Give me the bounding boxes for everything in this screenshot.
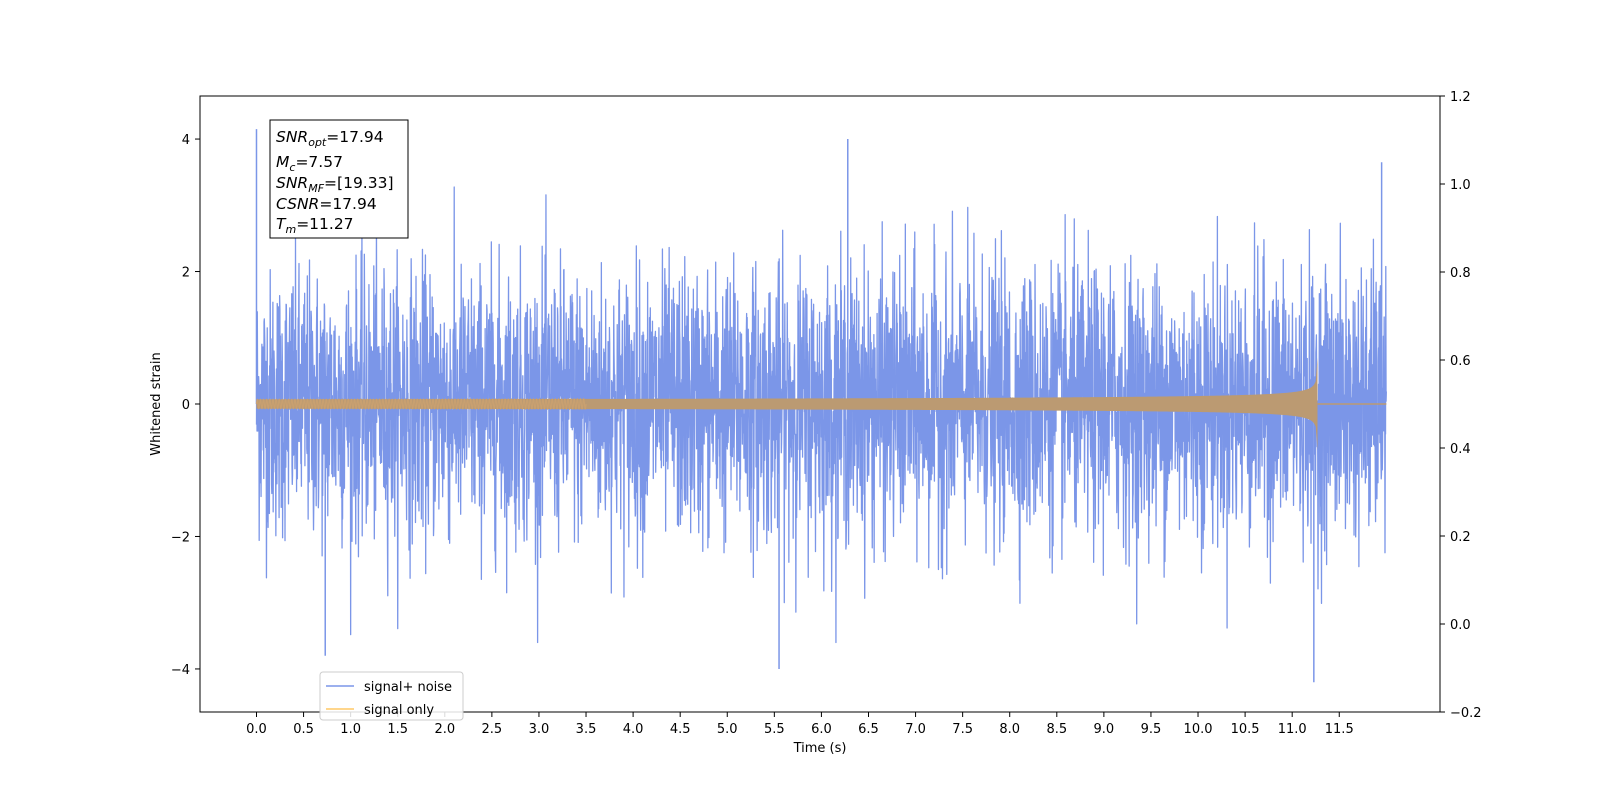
- x-tick-label: 1.0: [340, 722, 361, 737]
- signal-only-envelope: [256, 357, 1318, 451]
- y2-tick-label: 1.0: [1450, 178, 1471, 193]
- x-tick-label: 3.5: [576, 722, 597, 737]
- y2-tick-label: 0.0: [1450, 618, 1471, 633]
- x-tick-label: 2.5: [482, 722, 503, 737]
- x-tick-label: 10.5: [1231, 722, 1260, 737]
- x-tick-label: 6.5: [858, 722, 879, 737]
- legend-label-signal-plus-noise: signal+ noise: [364, 680, 452, 695]
- x-tick-label: 4.0: [623, 722, 644, 737]
- x-tick-label: 4.5: [670, 722, 691, 737]
- x-tick-label: 9.0: [1094, 722, 1115, 737]
- y2-tick-label: 0.6: [1450, 354, 1471, 369]
- annotation-line: CSNR=17.94: [276, 195, 377, 213]
- x-tick-label: 8.5: [1046, 722, 1067, 737]
- y2-axis-ticks: 1.2 1.0 0.8 0.6 0.4 0.2 0.0 −0.2: [1440, 90, 1482, 721]
- x-axis-ticks: 0.0 0.5 1.0 1.5 2.0 2.5 3.0 3.5 4.0 4.5 5.0 5.5 6.0 6…: [246, 712, 1354, 737]
- x-tick-label: 1.5: [387, 722, 408, 737]
- y-axis-label: Whitened strain: [149, 352, 164, 455]
- y-tick-label: −4: [171, 663, 190, 678]
- x-tick-label: 11.5: [1325, 722, 1354, 737]
- x-tick-label: 0.0: [246, 722, 267, 737]
- annotation-line: Tm=11.27: [276, 215, 354, 236]
- annotation-line: SNRopt=17.94: [276, 128, 384, 149]
- annotation-line: Mc=7.57: [276, 153, 343, 174]
- signal-only-series: [255, 357, 1387, 451]
- y-tick-label: 4: [182, 133, 190, 148]
- x-tick-label: 11.0: [1278, 722, 1307, 737]
- x-tick-label: 3.0: [529, 722, 550, 737]
- x-tick-label: 5.0: [717, 722, 738, 737]
- x-tick-label: 8.0: [999, 722, 1020, 737]
- y2-tick-label: 0.8: [1450, 266, 1471, 281]
- x-tick-label: 7.5: [952, 722, 973, 737]
- x-tick-label: 10.0: [1184, 722, 1213, 737]
- y-axis-ticks: 4 2 0 −2 −4: [171, 133, 200, 678]
- annotation-line: SNRMF=[19.33]: [276, 174, 394, 195]
- legend: signal+ noise signal only: [319, 671, 464, 721]
- x-tick-label: 7.0: [905, 722, 926, 737]
- x-tick-label: 5.5: [764, 722, 785, 737]
- y-tick-label: 0: [182, 398, 190, 413]
- annotation-box: SNRopt=17.94 Mc=7.57SNRMF=[19.33]CSNR=17.…: [269, 119, 409, 239]
- y2-tick-label: 1.2: [1450, 90, 1471, 105]
- signal-only-line: [255, 397, 587, 411]
- y-tick-label: 2: [182, 266, 190, 281]
- y2-tick-label: 0.4: [1450, 442, 1471, 457]
- x-tick-label: 6.0: [811, 722, 832, 737]
- y2-tick-label: 0.2: [1450, 530, 1471, 545]
- x-tick-label: 9.5: [1141, 722, 1162, 737]
- x-tick-label: 2.0: [434, 722, 455, 737]
- y2-tick-label: −0.2: [1450, 706, 1482, 721]
- x-tick-label: 0.5: [293, 722, 314, 737]
- x-axis-label: Time (s): [793, 741, 847, 756]
- y-tick-label: −2: [171, 530, 190, 545]
- legend-label-signal-only: signal only: [364, 703, 434, 718]
